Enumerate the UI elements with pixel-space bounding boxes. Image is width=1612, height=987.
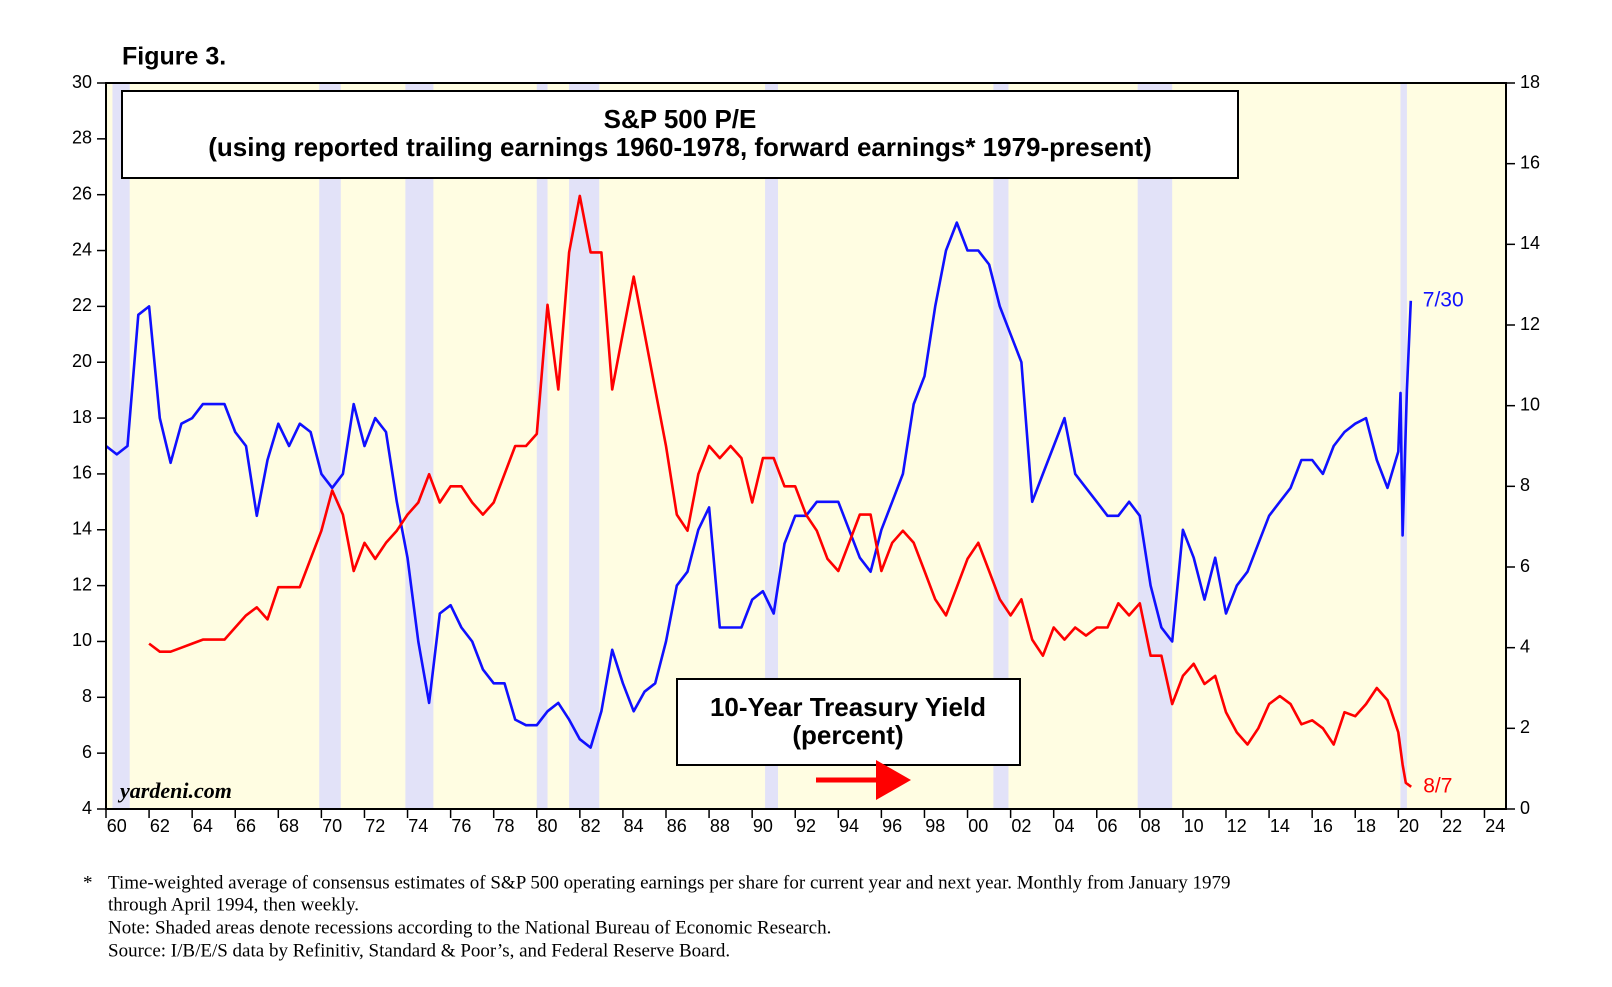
series-subtitle: (using reported trailing earnings 1960-1… [208, 132, 1152, 162]
recession-band [1400, 83, 1407, 809]
y2-tick-label: 4 [1520, 636, 1530, 656]
series-line [148, 194, 1412, 788]
x-tick-label: 08 [1141, 816, 1161, 836]
recession-band [405, 83, 434, 809]
x-tick-label: 20 [1399, 816, 1419, 836]
x-tick-label: 78 [494, 816, 514, 836]
y2-tick-label: 16 [1520, 152, 1540, 172]
y2-tick-label: 14 [1520, 233, 1540, 253]
x-tick-label: 62 [150, 816, 170, 836]
x-tick-label: 86 [667, 816, 687, 836]
x-tick-label: 64 [193, 816, 213, 836]
y2-tick-label: 12 [1520, 314, 1540, 334]
y2-tick-label: 10 [1520, 394, 1540, 414]
footnote-marker: * [83, 872, 93, 893]
x-tick-label: 80 [538, 816, 558, 836]
y2-tick-label: 6 [1520, 556, 1530, 576]
recession-band [112, 83, 130, 809]
title-box [121, 90, 1239, 179]
x-tick-label: 90 [753, 816, 773, 836]
y2-tick-label: 8 [1520, 475, 1530, 495]
footnote: Source: I/B/E/S data by Refinitiv, Stand… [108, 940, 730, 961]
x-tick-label: 94 [839, 816, 859, 836]
series-line [105, 221, 1413, 749]
x-tick-label: 00 [968, 816, 988, 836]
x-tick-label: 96 [882, 816, 902, 836]
end-label: 7/30 [1423, 288, 1464, 311]
yield-box [676, 678, 1021, 766]
x-tick-label: 04 [1054, 816, 1074, 836]
recession-band [536, 83, 548, 809]
y-tick-label: 18 [72, 407, 92, 427]
watermark: yardeni.com [117, 778, 232, 803]
plot-frame [105, 82, 1507, 810]
y2-tick-label: 2 [1520, 717, 1530, 737]
end-label: 8/7 [1423, 774, 1452, 797]
recession-band [319, 83, 341, 809]
x-tick-label: 16 [1313, 816, 1333, 836]
y-tick-label: 16 [72, 463, 92, 483]
x-tick-label: 10 [1184, 816, 1204, 836]
x-tick-label: 18 [1356, 816, 1376, 836]
recession-band [569, 83, 600, 809]
y-tick-label: 30 [72, 72, 92, 92]
footnote: Time-weighted average of consensus estim… [108, 872, 1230, 893]
x-tick-label: 14 [1270, 816, 1290, 836]
y-tick-label: 14 [72, 519, 92, 539]
y-tick-label: 22 [72, 295, 92, 315]
y-tick-label: 24 [72, 239, 92, 259]
x-tick-label: 98 [925, 816, 945, 836]
recession-band [1137, 83, 1173, 809]
x-tick-label: 70 [322, 816, 342, 836]
x-tick-label: 02 [1011, 816, 1031, 836]
x-tick-label: 66 [236, 816, 256, 836]
y2-tick-label: 0 [1520, 798, 1530, 818]
series-subtitle: (percent) [792, 720, 903, 750]
y-tick-label: 26 [72, 183, 92, 203]
series-title: 10-Year Treasury Yield [710, 692, 986, 722]
x-tick-label: 22 [1442, 816, 1462, 836]
x-tick-label: 24 [1485, 816, 1505, 836]
y-tick-label: 4 [82, 798, 92, 818]
y-tick-label: 28 [72, 128, 92, 148]
x-tick-label: 82 [581, 816, 601, 836]
recession-band [765, 83, 778, 809]
footnote: through April 1994, then weekly. [108, 894, 359, 915]
x-tick-label: 74 [408, 816, 428, 836]
x-tick-label: 60 [107, 816, 127, 836]
y2-tick-label: 18 [1520, 72, 1540, 92]
x-tick-label: 72 [365, 816, 385, 836]
x-tick-label: 84 [624, 816, 644, 836]
series-title: S&P 500 P/E [604, 104, 757, 134]
x-tick-label: 88 [710, 816, 730, 836]
x-tick-label: 12 [1227, 816, 1247, 836]
y-tick-label: 10 [72, 630, 92, 650]
chart-title: Figure 3. [122, 43, 226, 71]
footnote: Note: Shaded areas denote recessions acc… [108, 917, 831, 938]
x-tick-label: 68 [279, 816, 299, 836]
y-tick-label: 20 [72, 351, 92, 371]
y-tick-label: 8 [82, 686, 92, 706]
x-tick-label: 92 [796, 816, 816, 836]
x-tick-label: 76 [451, 816, 471, 836]
y-tick-label: 12 [72, 574, 92, 594]
y-tick-label: 6 [82, 742, 92, 762]
x-tick-label: 06 [1098, 816, 1118, 836]
recession-band [993, 83, 1009, 809]
